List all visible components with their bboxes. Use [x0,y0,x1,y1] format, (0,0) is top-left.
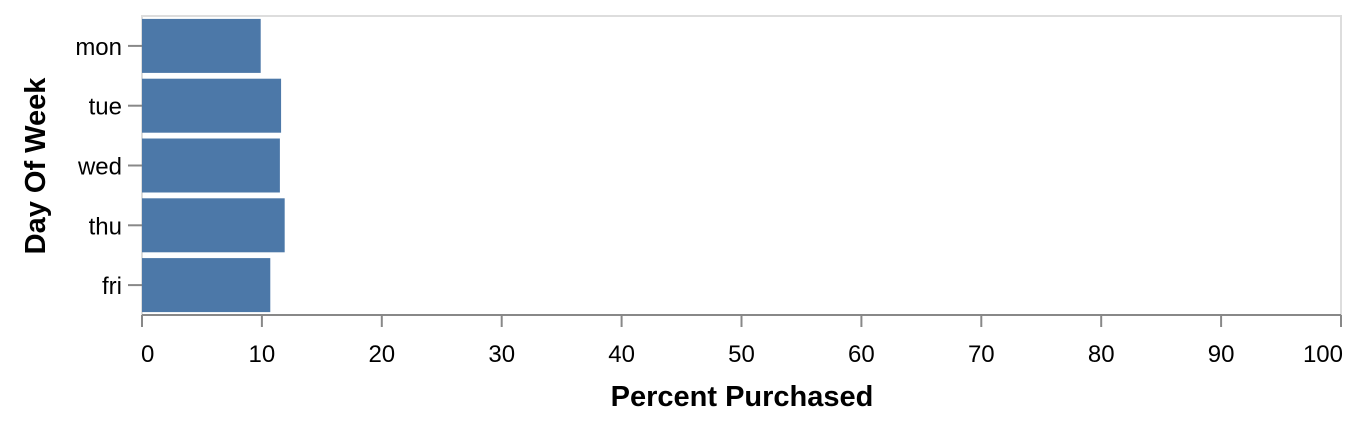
x-tick-label-100: 100 [1303,341,1343,368]
x-tick-label-60: 60 [848,341,875,368]
y-tick-label-mon: mon [75,34,122,61]
plot-frame [141,15,1342,316]
x-tick-label-0: 0 [141,341,154,368]
bar-thu [142,198,285,253]
y-tick-label-fri: fri [102,273,122,300]
x-tick-label-40: 40 [608,341,635,368]
x-tick-label-20: 20 [368,341,395,368]
x-tick-label-90: 90 [1208,341,1235,368]
bar-wed [142,138,280,193]
x-tick-label-10: 10 [249,341,276,368]
x-axis-title: Percent Purchased [611,381,874,413]
y-tick-label-tue: tue [89,94,122,121]
y-axis-title: Day Of Week [20,77,52,255]
bar-fri [142,258,271,313]
y-axis: mon tue wed thu fri [75,34,142,300]
bar-mon [142,18,261,73]
x-tick-label-70: 70 [968,341,995,368]
bar-tue [142,78,282,133]
bars-layer [142,18,285,313]
x-axis: 0 10 20 30 40 50 60 70 80 90 100 [141,314,1343,368]
x-tick-label-50: 50 [728,341,755,368]
y-tick-label-wed: wed [77,154,122,181]
x-tick-label-80: 80 [1088,341,1115,368]
x-tick-label-30: 30 [488,341,515,368]
y-tick-label-thu: thu [89,213,122,240]
